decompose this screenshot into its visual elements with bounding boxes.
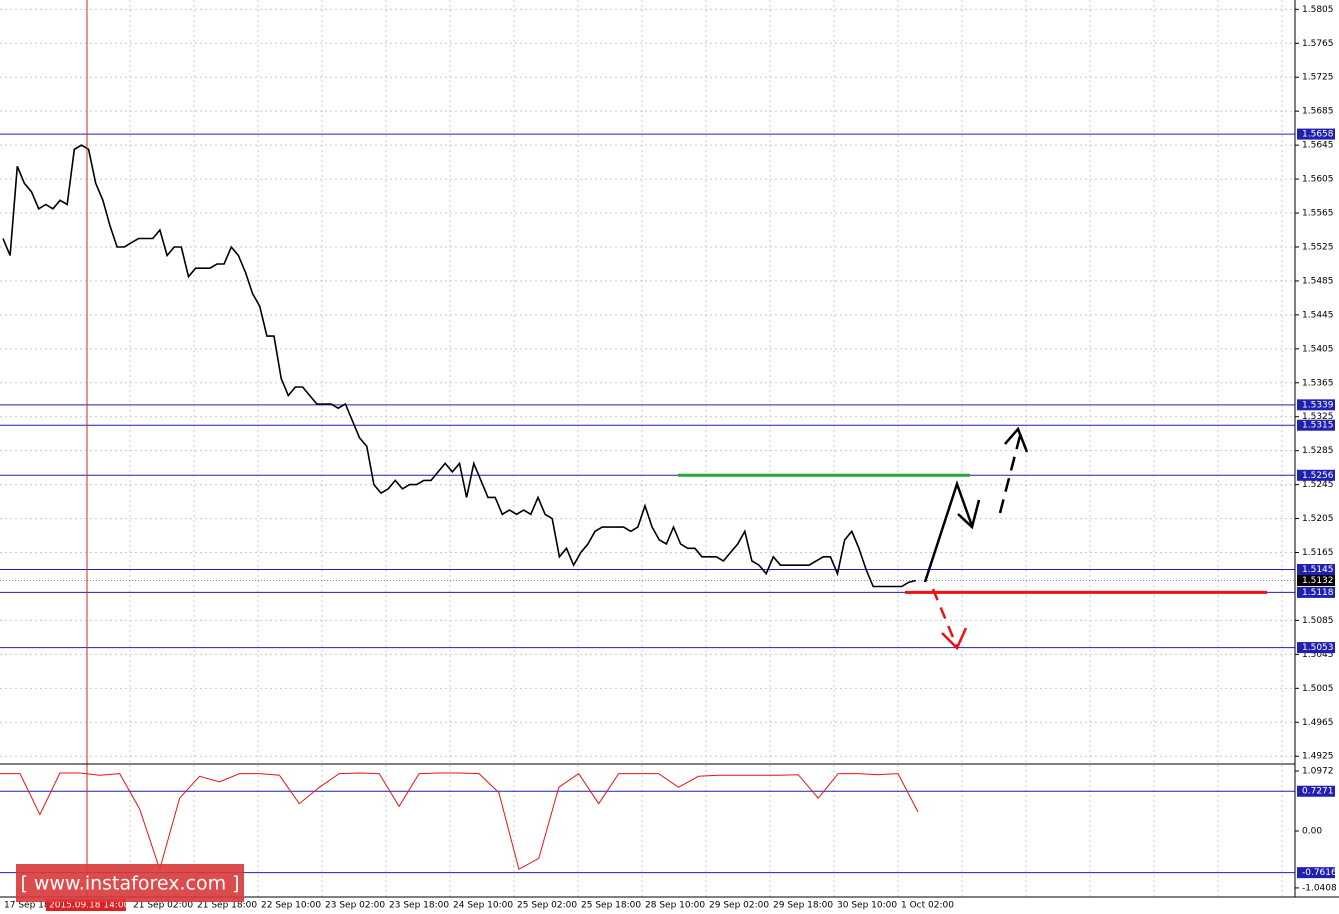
y-tick-label: 1.5165 [1302, 548, 1334, 558]
x-tick-label: 21 Sep 18:00 [197, 901, 257, 911]
level-label-box [1297, 642, 1335, 654]
price-line [2, 144, 917, 588]
y-tick-label: 1.0972 [1302, 767, 1334, 777]
y-tick-label: 1.4925 [1302, 752, 1334, 762]
x-tick-label: 17 Sep 18 [4, 901, 50, 911]
level-label: 1.5053 [1302, 643, 1334, 653]
watermark: [ www.instaforex.com ] [16, 864, 244, 902]
y-tick-label: 1.5245 [1302, 480, 1334, 490]
x-tick-label: 29 Sep 02:00 [709, 901, 769, 911]
level-label-box [1297, 586, 1335, 598]
y-tick-label: 1.5605 [1302, 175, 1334, 185]
level-label-box [1297, 419, 1335, 431]
level-label-box [1297, 399, 1335, 411]
level-label-box [1297, 563, 1335, 575]
y-tick-label: 1.5525 [1302, 242, 1334, 252]
y-tick-label: 1.5045 [1302, 650, 1334, 660]
level-label: 0.7271 [1302, 787, 1334, 797]
x-tick-label: 23 Sep 02:00 [325, 901, 385, 911]
arrow-head [1004, 426, 1029, 453]
level-label: -0.7616 [1302, 868, 1337, 878]
arrow-head [941, 627, 968, 651]
y-tick-label: 1.5765 [1302, 39, 1334, 49]
x-tick-label: 30 Sep 10:00 [837, 901, 897, 911]
y-tick-label: 1.4965 [1302, 718, 1334, 728]
y-tick-label: 1.5085 [1302, 616, 1334, 626]
y-tick-label: 1.5285 [1302, 446, 1334, 456]
y-tick-label: 1.5005 [1302, 684, 1334, 694]
y-tick-label: 1.5685 [1302, 107, 1334, 117]
x-tick-label: 29 Sep 18:00 [773, 901, 833, 911]
level-label-box [1297, 128, 1335, 140]
y-tick-label: 1.5205 [1302, 514, 1334, 524]
y-tick-label: 1.5365 [1302, 378, 1334, 388]
level-label-box [1297, 785, 1335, 797]
y-tick-label: 1.5325 [1302, 412, 1334, 422]
arrow-dashed [998, 431, 1023, 514]
current-price-label: 1.5132 [1302, 576, 1334, 586]
level-label: 1.5658 [1302, 130, 1334, 140]
watermark-box [16, 864, 244, 902]
current-price-label-box [1297, 575, 1335, 587]
x-tick-label: 1 Oct 02:00 [901, 901, 954, 911]
cursor-label: 2015.09.18 14:00 [49, 901, 130, 911]
arrow-up [923, 480, 974, 583]
level-label-box [1297, 867, 1335, 879]
y-tick-label: 1.5805 [1302, 5, 1334, 15]
x-tick-label: 23 Sep 18:00 [389, 901, 449, 911]
x-tick-label: 25 Sep 18:00 [581, 901, 641, 911]
y-tick-label: 1.5645 [1302, 141, 1334, 151]
arrow-head [957, 499, 981, 530]
y-tick-label: 1.5445 [1302, 310, 1334, 320]
level-label-box [1297, 469, 1335, 481]
forecast-arrows [923, 426, 1029, 651]
level-label: 1.5339 [1302, 400, 1334, 410]
level-label: 1.5118 [1302, 588, 1334, 598]
x-tick-label: 25 Sep 02:00 [517, 901, 577, 911]
x-tick-label: 24 Sep 10:00 [453, 901, 513, 911]
level-label: 1.5256 [1302, 471, 1334, 481]
y-tick-label: -1.0408 [1302, 883, 1337, 893]
y-tick-label: 1.5405 [1302, 344, 1334, 354]
y-tick-label: 1.5485 [1302, 276, 1334, 286]
arrow-down [931, 588, 959, 648]
watermark-text: [ www.instaforex.com ] [20, 873, 239, 895]
x-tick-label: 21 Sep 02:00 [133, 901, 193, 911]
level-label: 1.5315 [1302, 421, 1334, 431]
indicator-line [0, 772, 919, 872]
y-tick-label: 0.00 [1302, 827, 1322, 837]
level-label: 1.5145 [1302, 565, 1334, 575]
y-tick-label: 1.5725 [1302, 73, 1334, 83]
x-tick-label: 22 Sep 10:00 [261, 901, 321, 911]
x-tick-label: 28 Sep 10:00 [645, 901, 705, 911]
y-tick-label: 1.5565 [1302, 209, 1334, 219]
